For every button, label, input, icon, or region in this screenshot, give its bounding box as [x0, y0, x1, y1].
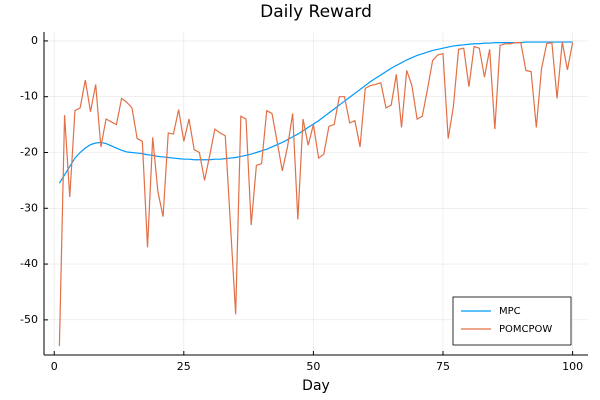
series-line [58, 41, 574, 347]
y-tick-label: -40 [20, 257, 38, 270]
x-tick-label: 75 [436, 360, 450, 373]
x-tick-label: 25 [177, 360, 191, 373]
y-tick-label: -20 [20, 145, 38, 158]
x-tick-label: 0 [51, 360, 58, 373]
chart-title: Daily Reward [260, 2, 372, 22]
y-tick-label: -50 [20, 313, 38, 326]
y-tick-label: -10 [20, 90, 38, 103]
x-axis-label: Day [302, 378, 330, 394]
y-tick-label: -30 [20, 201, 38, 214]
legend-label: POMCPOW [499, 324, 552, 335]
y-tick-label: 0 [31, 34, 38, 47]
x-tick-label: 50 [306, 360, 320, 373]
legend-label: MPC [499, 306, 521, 317]
series-line [58, 41, 573, 184]
x-tick-label: 100 [562, 360, 583, 373]
legend-box [452, 296, 572, 346]
